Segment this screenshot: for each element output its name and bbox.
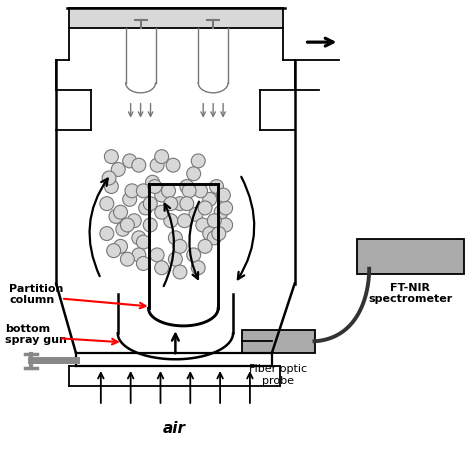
Circle shape bbox=[139, 202, 153, 216]
Polygon shape bbox=[69, 9, 283, 29]
Circle shape bbox=[132, 249, 146, 262]
Circle shape bbox=[164, 214, 178, 228]
Circle shape bbox=[217, 189, 230, 202]
Circle shape bbox=[102, 172, 116, 185]
Circle shape bbox=[219, 202, 233, 216]
Circle shape bbox=[207, 231, 221, 245]
Circle shape bbox=[128, 214, 141, 228]
Circle shape bbox=[173, 197, 187, 211]
Circle shape bbox=[187, 249, 201, 262]
Circle shape bbox=[132, 159, 146, 173]
Text: Fiber optic
probe: Fiber optic probe bbox=[249, 364, 307, 385]
Text: bottom
spray gun: bottom spray gun bbox=[5, 323, 67, 345]
Circle shape bbox=[155, 261, 169, 275]
Circle shape bbox=[109, 210, 123, 224]
Circle shape bbox=[114, 240, 128, 254]
Circle shape bbox=[180, 197, 194, 211]
Circle shape bbox=[150, 159, 164, 173]
Circle shape bbox=[116, 223, 130, 237]
Circle shape bbox=[219, 219, 233, 232]
Circle shape bbox=[114, 206, 128, 220]
Circle shape bbox=[137, 257, 150, 271]
Circle shape bbox=[155, 189, 169, 202]
Circle shape bbox=[189, 208, 203, 222]
Circle shape bbox=[100, 197, 114, 211]
Circle shape bbox=[107, 244, 120, 258]
Circle shape bbox=[111, 163, 125, 177]
Circle shape bbox=[168, 231, 182, 245]
Circle shape bbox=[203, 227, 217, 241]
Circle shape bbox=[150, 249, 164, 262]
Circle shape bbox=[168, 253, 182, 267]
Circle shape bbox=[196, 219, 210, 232]
Circle shape bbox=[120, 219, 134, 232]
Circle shape bbox=[146, 176, 159, 190]
Circle shape bbox=[187, 167, 201, 181]
Circle shape bbox=[123, 155, 137, 169]
Circle shape bbox=[173, 266, 187, 279]
Circle shape bbox=[210, 180, 223, 194]
Text: Partition
column: Partition column bbox=[9, 283, 64, 305]
Text: air: air bbox=[163, 420, 186, 435]
Circle shape bbox=[214, 206, 228, 220]
Circle shape bbox=[123, 193, 137, 207]
Circle shape bbox=[191, 261, 205, 275]
Circle shape bbox=[182, 184, 196, 198]
Circle shape bbox=[198, 240, 212, 254]
Circle shape bbox=[212, 227, 226, 241]
Circle shape bbox=[193, 184, 208, 198]
Circle shape bbox=[137, 235, 150, 249]
Circle shape bbox=[155, 206, 169, 220]
Circle shape bbox=[143, 219, 157, 232]
Circle shape bbox=[100, 227, 114, 241]
Circle shape bbox=[166, 159, 180, 173]
Circle shape bbox=[143, 197, 157, 211]
Circle shape bbox=[164, 197, 178, 211]
Circle shape bbox=[162, 184, 175, 198]
Circle shape bbox=[148, 180, 162, 194]
Circle shape bbox=[191, 155, 205, 169]
Circle shape bbox=[104, 150, 118, 164]
Circle shape bbox=[173, 240, 187, 254]
Circle shape bbox=[198, 202, 212, 216]
Bar bbox=[242, 331, 315, 354]
Circle shape bbox=[203, 193, 217, 207]
Circle shape bbox=[180, 180, 194, 194]
Bar bbox=[357, 239, 464, 274]
Text: FT-NIR
spectrometer: FT-NIR spectrometer bbox=[368, 282, 453, 304]
Circle shape bbox=[132, 231, 146, 245]
Circle shape bbox=[137, 184, 150, 198]
Circle shape bbox=[155, 150, 169, 164]
Circle shape bbox=[104, 180, 118, 194]
Circle shape bbox=[207, 214, 221, 228]
Circle shape bbox=[178, 214, 191, 228]
Circle shape bbox=[125, 184, 139, 198]
Circle shape bbox=[120, 253, 134, 267]
